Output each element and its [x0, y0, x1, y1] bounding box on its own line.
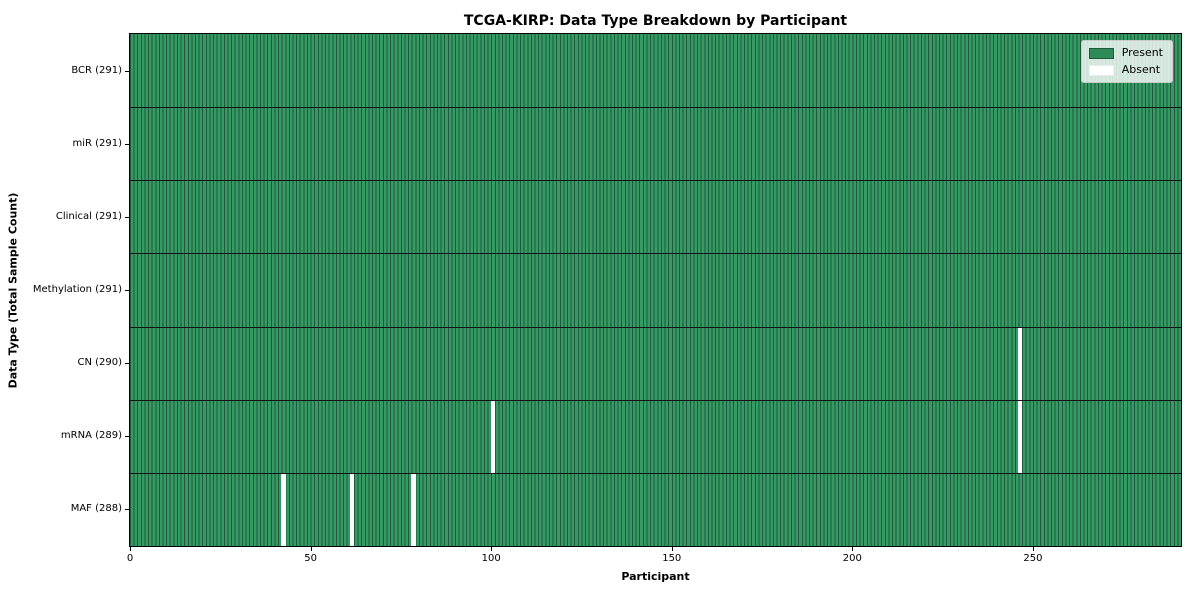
y-axis-tick — [125, 436, 129, 438]
y-axis-tick — [125, 509, 129, 511]
y-tick-label-maf: MAF (288) — [70, 503, 122, 515]
absent-cell — [411, 472, 416, 546]
x-tick-label-200: 200 — [842, 553, 862, 564]
absent-cell — [281, 472, 286, 546]
y-tick-label-methylation: Methylation (291) — [32, 284, 122, 295]
heatmap-row-bcr — [130, 34, 1181, 108]
x-axis-tick — [130, 547, 131, 551]
absent-cell — [349, 472, 355, 546]
x-tick-label-100: 100 — [481, 553, 501, 564]
y-tick-label-mrna: mRNA (289) — [60, 430, 122, 442]
heatmap-row-mir — [130, 107, 1181, 181]
y-tick-label-mir: miR (291) — [72, 137, 122, 149]
heatmap-row-maf — [130, 472, 1181, 546]
y-axis-tick — [125, 70, 129, 72]
row-separator — [130, 472, 1181, 474]
legend-swatch-absent-icon — [1088, 64, 1114, 76]
x-axis-tick — [852, 547, 854, 551]
x-tick-label-250: 250 — [1023, 553, 1043, 564]
x-tick-label-150: 150 — [662, 553, 682, 564]
x-tick-label-50: 50 — [304, 553, 317, 564]
y-axis-tick — [125, 216, 129, 218]
y-axis-tick — [125, 363, 129, 365]
chart-title: TCGA-KIRP: Data Type Breakdown by Partic… — [463, 13, 848, 29]
y-axis-tick — [125, 143, 129, 145]
y-axis-tick — [125, 290, 129, 291]
row-separator — [130, 326, 1181, 328]
heatmap-row-mrna — [130, 399, 1181, 473]
y-tick-label-cn: CN (290) — [77, 357, 122, 369]
x-axis-tick — [310, 547, 312, 551]
y-tick-label-bcr: BCR (291) — [71, 64, 122, 76]
row-separator — [130, 180, 1181, 182]
absent-cell — [1018, 326, 1023, 400]
absent-cell — [490, 399, 496, 473]
row-separator — [130, 399, 1181, 401]
row-separator — [130, 107, 1181, 109]
row-separator — [130, 253, 1181, 255]
legend-label-absent: Absent — [1121, 63, 1161, 76]
legend-item-absent: Absent — [1088, 63, 1163, 76]
legend: Present Absent — [1080, 40, 1173, 83]
legend-item-present: Present — [1088, 46, 1163, 59]
plot-area: Present Absent — [129, 33, 1182, 547]
heatmap-row-cn — [130, 326, 1181, 400]
x-axis-tick — [1032, 547, 1034, 551]
legend-label-present: Present — [1121, 46, 1163, 59]
x-axis-label: Participant — [621, 570, 690, 583]
absent-cell — [1018, 399, 1023, 473]
x-tick-label-0: 0 — [126, 553, 134, 564]
y-tick-label-clinical: Clinical (291) — [55, 210, 122, 222]
legend-swatch-present-icon — [1088, 47, 1114, 59]
x-axis-tick — [671, 547, 673, 551]
heatmap-row-methylation — [130, 253, 1181, 327]
x-axis-tick — [491, 547, 493, 551]
heatmap-row-clinical — [130, 180, 1181, 254]
